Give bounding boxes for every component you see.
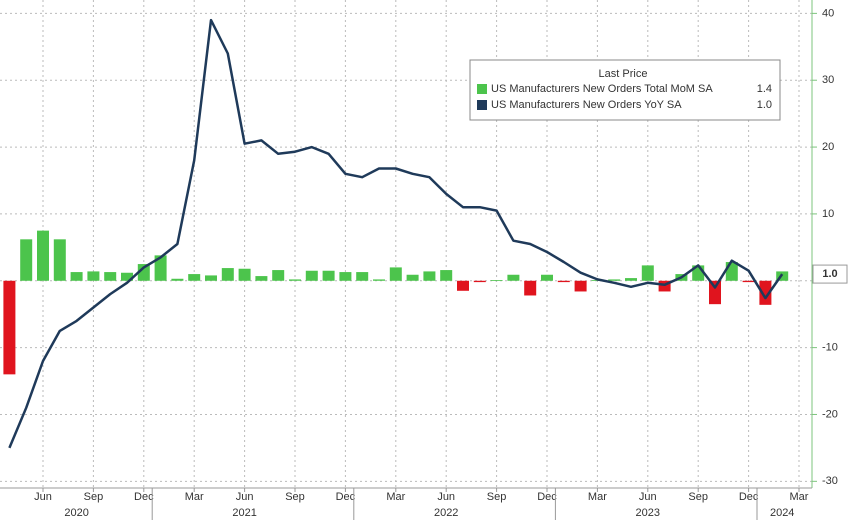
bar: [457, 280, 469, 291]
bar: [423, 271, 436, 281]
bar: [709, 280, 721, 305]
legend-value: 1.0: [757, 99, 772, 111]
bar: [339, 272, 352, 281]
bar: [742, 280, 755, 283]
bar: [238, 268, 251, 281]
x-tick-label: Jun: [236, 491, 254, 503]
grid: [0, 0, 812, 488]
x-tick-label: Dec: [739, 491, 759, 503]
x-tick-label: Dec: [336, 491, 356, 503]
y-tick-label: -20: [822, 408, 838, 420]
x-tick-label: Jun: [437, 491, 455, 503]
bar: [3, 280, 16, 375]
year-label: 2021: [232, 507, 256, 519]
bar: [625, 278, 637, 281]
legend-swatch: [477, 84, 487, 94]
bar: [541, 274, 553, 281]
bar: [154, 255, 167, 281]
bar: [20, 239, 33, 281]
bar: [389, 267, 402, 281]
y-tick-label: -30: [822, 475, 838, 487]
bar: [104, 272, 117, 281]
x-tick-label: Dec: [134, 491, 154, 503]
axes: -30-20-10010203040Jun2020SepDecMarJun202…: [34, 7, 848, 520]
bar: [507, 274, 520, 281]
bar: [171, 278, 184, 281]
bar: [725, 262, 738, 281]
bar: [205, 275, 217, 281]
year-label: 2020: [64, 507, 88, 519]
bar: [137, 264, 150, 281]
legend-label: US Manufacturers New Orders YoY SA: [491, 99, 682, 111]
y-tick-label: 40: [822, 7, 834, 19]
year-label: 2023: [636, 507, 660, 519]
x-tick-label: Jun: [639, 491, 657, 503]
last-price-tag: [812, 264, 848, 284]
legend-box: [469, 59, 781, 121]
legend: Last Price US Manufacturers New Orders T…: [469, 59, 781, 121]
x-tick-label: Mar: [185, 491, 204, 503]
year-label: 2022: [434, 507, 458, 519]
x-tick-label: Mar: [386, 491, 405, 503]
legend-value: 1.4: [757, 83, 772, 95]
y-tick-label: 30: [822, 74, 834, 86]
bar: [574, 280, 587, 292]
bar: [188, 274, 201, 281]
y-tick-label: -10: [822, 342, 838, 354]
bar: [658, 280, 671, 292]
bar: [289, 279, 301, 281]
bar: [524, 280, 537, 296]
bar: [70, 272, 83, 281]
bar: [221, 268, 234, 281]
year-label: 2024: [770, 507, 794, 519]
bar: [305, 270, 318, 281]
bar: [53, 239, 66, 281]
bar: [121, 272, 133, 281]
bar: [272, 270, 285, 281]
x-tick-label: Jun: [34, 491, 52, 503]
bar: [356, 272, 369, 281]
y-tick-label: 20: [822, 141, 834, 153]
x-tick-label: Sep: [688, 491, 708, 503]
x-tick-label: Mar: [588, 491, 607, 503]
bar: [473, 280, 486, 283]
last-price-tag-label: 1.0: [822, 268, 837, 280]
bar: [406, 274, 419, 281]
bar: [37, 230, 49, 281]
x-tick-label: Dec: [537, 491, 557, 503]
y-tick-label: 10: [822, 208, 834, 220]
x-tick-label: Sep: [487, 491, 507, 503]
bar: [490, 280, 503, 281]
marks: [3, 18, 789, 449]
bar: [557, 280, 570, 283]
bar: [87, 271, 100, 281]
legend-title: Last Price: [599, 68, 648, 80]
x-tick-label: Sep: [285, 491, 305, 503]
bar: [759, 280, 772, 305]
bar: [641, 265, 654, 281]
bar: [255, 276, 268, 281]
bar: [322, 270, 335, 281]
line: [8, 18, 784, 449]
legend-swatch: [477, 100, 487, 110]
legend-label: US Manufacturers New Orders Total MoM SA: [491, 83, 713, 95]
x-tick-label: Sep: [84, 491, 104, 503]
bar: [373, 279, 385, 281]
legend-items: US Manufacturers New Orders Total MoM SA…: [477, 83, 772, 111]
x-tick-label: Mar: [790, 491, 809, 503]
bar: [440, 270, 453, 281]
bar: [608, 279, 621, 281]
